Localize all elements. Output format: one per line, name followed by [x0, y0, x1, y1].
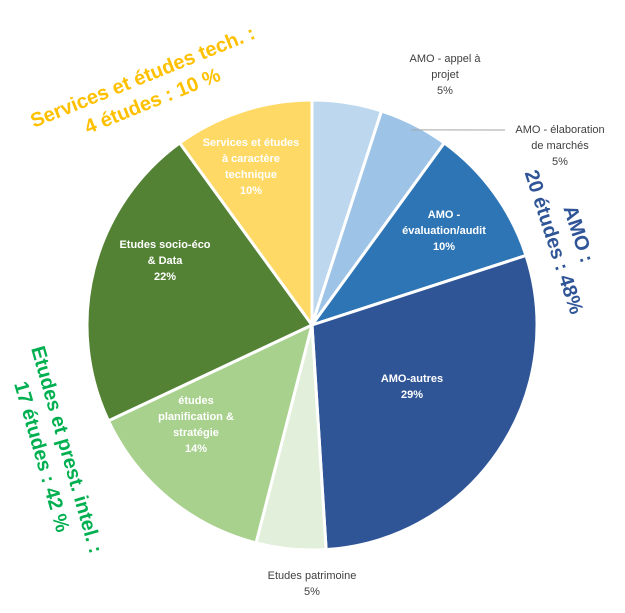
- pie-slice: [85, 140, 315, 423]
- slice-label: évaluation/audit: [402, 225, 486, 237]
- slice-percent-label: 14%: [185, 443, 207, 455]
- slice-label: Etudes patrimoine: [268, 570, 357, 582]
- slice-label: projet: [431, 69, 459, 81]
- slice-label: AMO - appel à: [410, 53, 482, 65]
- slice-percent-label: 10%: [240, 185, 262, 197]
- pie-slice: [177, 98, 314, 330]
- slice-label: de marchés: [531, 140, 589, 152]
- slice-percent-label: 5%: [552, 156, 568, 168]
- slice-label: Services et études: [203, 137, 300, 149]
- slice-label: études: [178, 395, 213, 407]
- slice-label: AMO-autres: [381, 373, 443, 385]
- slice-percent-label: 22%: [154, 271, 176, 283]
- slice-label: à caractère: [222, 153, 280, 165]
- pie-slice: [310, 253, 539, 552]
- slice-label: Etudes socio-éco: [119, 239, 210, 251]
- slice-label: AMO -: [428, 209, 461, 221]
- slice-percent-label: 29%: [401, 389, 423, 401]
- slice-percent-label: 5%: [437, 85, 453, 97]
- slice-label: stratégie: [173, 427, 219, 439]
- slice-label: AMO - élaboration: [515, 124, 604, 136]
- group-annotation-etudes: Etudes et prest. intel. :17 études : 42 …: [9, 344, 106, 556]
- slice-label: technique: [225, 169, 277, 181]
- slice-label: planification &: [158, 411, 234, 423]
- pie-slice: [106, 322, 315, 545]
- slice-percent-label: 10%: [433, 241, 455, 253]
- slice-percent-label: 5%: [304, 586, 320, 598]
- pie-slice: [308, 140, 528, 328]
- slice-label: & Data: [148, 255, 184, 267]
